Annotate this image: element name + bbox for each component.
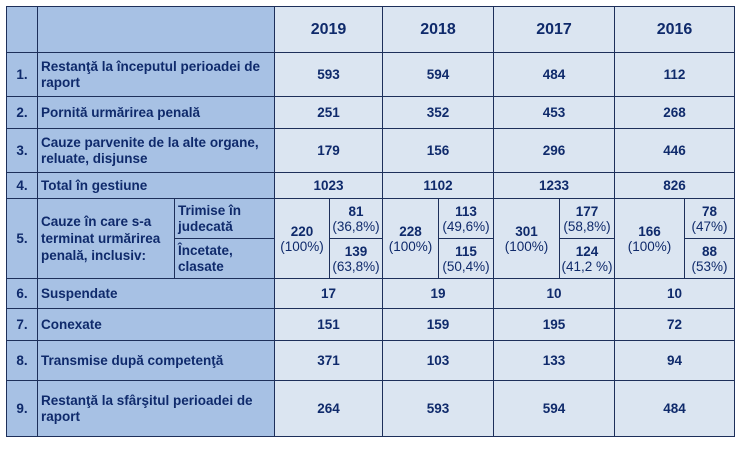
- value-2019: 371: [274, 340, 383, 381]
- value-2019: 17: [274, 278, 383, 309]
- value-2019: 179: [274, 128, 383, 173]
- table-row: 2. Pornită urmărirea penală 251 352 453 …: [6, 96, 735, 129]
- statistics-table: 2019 2018 2017 2016 1. Restanţă la încep…: [6, 6, 735, 437]
- value-2017: 10: [493, 278, 615, 309]
- table-row: 7. Conexate 151 159 195 72: [6, 308, 735, 341]
- value-2016: 112: [614, 52, 735, 97]
- row-number: 9.: [6, 380, 38, 437]
- total-2017: 301 (100%): [493, 198, 560, 279]
- value-2019: 251: [274, 96, 383, 129]
- year-2017-header: 2017: [493, 6, 615, 53]
- table-row: 3. Cauze parvenite de la alte organe, re…: [6, 128, 735, 173]
- value-2018: 594: [382, 52, 494, 97]
- table-row: 6. Suspendate 17 19 10 10: [6, 278, 735, 309]
- incetate-2017: 124 (41,2 %): [559, 238, 615, 279]
- row-label: Total în gestiune: [37, 172, 275, 199]
- row-number: 3.: [6, 128, 38, 173]
- value-2017: 484: [493, 52, 615, 97]
- value-2018: 19: [382, 278, 494, 309]
- year-2016-header: 2016: [614, 6, 735, 53]
- incetate-2016: 88 (53%): [684, 238, 735, 279]
- table-row-finished-bottom: Încetate, clasate 139 (63,8%) 115 (50,4%) …: [7, 238, 735, 279]
- table-row: 9. Restanţă la sfârşitul perioadei de ra…: [6, 380, 735, 437]
- value-2017: 195: [493, 308, 615, 341]
- value-2019: 151: [274, 308, 383, 341]
- value-2017: 296: [493, 128, 615, 173]
- total-2019: 220 (100%): [274, 198, 330, 279]
- value-2019: 1023: [274, 172, 383, 199]
- row-label: Transmise după competenţă: [37, 340, 275, 381]
- total-2016: 166 (100%): [614, 198, 685, 279]
- trimise-2017: 177 (58,8%): [559, 198, 615, 239]
- value-2019: 593: [274, 52, 383, 97]
- incetate-2018: 115 (50,4%): [438, 238, 494, 279]
- value-2019: 264: [274, 380, 383, 437]
- total-2018: 228 (100%): [382, 198, 439, 279]
- row-number: 5.: [6, 198, 38, 279]
- value-2016: 72: [614, 308, 735, 341]
- table-row: 1. Restanţă la începutul perioadei de ra…: [6, 52, 735, 97]
- trimise-2016: 78 (47%): [684, 198, 735, 239]
- header-corner: [6, 6, 38, 53]
- row-number: 2.: [6, 96, 38, 129]
- trimise-2019: 81 (36,8%): [329, 198, 383, 239]
- sub-label-trimise: Trimise în judecată: [174, 198, 275, 239]
- trimise-2018: 113 (49,6%): [438, 198, 494, 239]
- table-row-finished-top: 5. Cauze în care s-a terminat urmărirea …: [6, 198, 735, 279]
- row-label: Conexate: [37, 308, 275, 341]
- value-2018: 1102: [382, 172, 494, 199]
- header-label-cell: [37, 6, 275, 53]
- row-number: 4.: [6, 172, 38, 199]
- value-2016: 268: [614, 96, 735, 129]
- year-2019-header: 2019: [274, 6, 383, 53]
- value-2016: 446: [614, 128, 735, 173]
- value-2018: 593: [382, 380, 494, 437]
- value-2016: 94: [614, 340, 735, 381]
- value-2016: 826: [614, 172, 735, 199]
- incetate-2019: 139 (63,8%): [329, 238, 383, 279]
- row-label: Suspendate: [37, 278, 275, 309]
- value-2016: 10: [614, 278, 735, 309]
- row-number: 7.: [6, 308, 38, 341]
- row-number: 1.: [6, 52, 38, 97]
- row-number: 8.: [6, 340, 38, 381]
- row-label: Cauze în care s-a terminat urmărirea pen…: [37, 198, 175, 279]
- value-2018: 159: [382, 308, 494, 341]
- value-2018: 156: [382, 128, 494, 173]
- row-number: 6.: [6, 278, 38, 309]
- value-2017: 453: [493, 96, 615, 129]
- value-2017: 1233: [493, 172, 615, 199]
- value-2016: 484: [614, 380, 735, 437]
- value-2018: 352: [382, 96, 494, 129]
- table-row: 8. Transmise după competenţă 371 103 133…: [6, 340, 735, 381]
- row-label: Cauze parvenite de la alte organe, relua…: [37, 128, 275, 173]
- sub-label-incetate: Încetate, clasate: [174, 238, 275, 279]
- header-row: 2019 2018 2017 2016: [6, 6, 735, 53]
- value-2017: 133: [493, 340, 615, 381]
- row-label: Pornită urmărirea penală: [37, 96, 275, 129]
- row-label: Restanţă la începutul perioadei de rapor…: [37, 52, 275, 97]
- row-label: Restanţă la sfârşitul perioadei de rapor…: [37, 380, 275, 437]
- table-row: 4. Total în gestiune 1023 1102 1233 826: [6, 172, 735, 199]
- year-2018-header: 2018: [382, 6, 494, 53]
- value-2018: 103: [382, 340, 494, 381]
- value-2017: 594: [493, 380, 615, 437]
